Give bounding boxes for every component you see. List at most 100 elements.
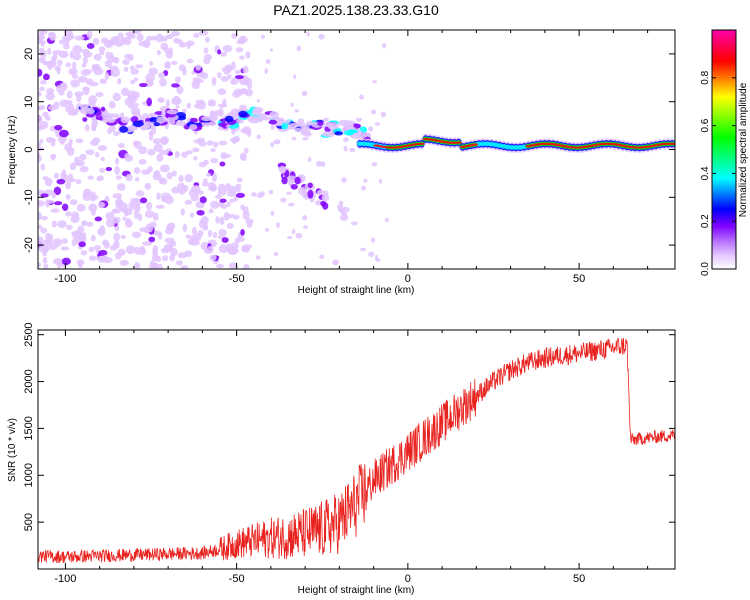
- noise-cell: [51, 220, 58, 228]
- main-band-cell: [210, 115, 219, 122]
- noise-cell: [113, 232, 121, 242]
- noise-cell: [264, 68, 268, 74]
- main-band-cell: [156, 116, 166, 124]
- noise-cell: [211, 76, 217, 86]
- noise-cell: [131, 30, 142, 35]
- noise-cell: [113, 240, 120, 249]
- main-band-cell: [317, 121, 324, 126]
- noise-cell: [54, 201, 63, 206]
- noise-cell: [242, 126, 252, 135]
- noise-cell: [243, 147, 249, 154]
- descending-feature-cell: [339, 214, 349, 221]
- noise-cell: [38, 262, 42, 268]
- noise-cell: [151, 254, 160, 262]
- noise-cell: [360, 247, 367, 252]
- noise-cell: [130, 197, 141, 203]
- noise-cell: [40, 163, 46, 171]
- noise-cell: [98, 46, 106, 53]
- noise-cell: [201, 181, 209, 187]
- noise-cell: [45, 199, 54, 204]
- noise-cell: [287, 236, 293, 240]
- noise-cell: [52, 238, 63, 247]
- noise-cell: [236, 39, 244, 45]
- noise-cell: [130, 68, 140, 75]
- noise-cell: [302, 225, 309, 229]
- noise-cell: [240, 228, 245, 236]
- noise-cell: [186, 43, 191, 50]
- noise-cell: [59, 39, 64, 45]
- noise-cell: [174, 151, 180, 158]
- main-band-cell: [288, 122, 298, 130]
- noise-cell: [38, 68, 43, 77]
- noise-cell: [269, 48, 274, 52]
- noise-cell: [57, 220, 67, 228]
- noise-cell: [160, 136, 169, 145]
- main-band-cell: [347, 129, 354, 136]
- noise-cell: [48, 31, 57, 41]
- noise-cell: [108, 100, 116, 109]
- noise-cell: [150, 35, 158, 41]
- noise-cell: [371, 162, 378, 167]
- noise-cell: [85, 149, 95, 156]
- main-band-cell: [236, 119, 245, 124]
- noise-cell: [114, 166, 120, 175]
- noise-cell: [245, 51, 251, 59]
- noise-cell: [90, 234, 96, 242]
- main-band-cell: [249, 115, 260, 122]
- noise-cell: [64, 105, 72, 113]
- main-band-cell: [166, 109, 178, 115]
- descending-feature-cell: [336, 204, 344, 210]
- descending-feature-cell: [307, 182, 313, 189]
- noise-cell: [38, 106, 43, 111]
- noise-cell: [65, 193, 71, 200]
- noise-cell: [273, 251, 279, 257]
- noise-cell: [46, 237, 53, 246]
- tone-core-cell: [418, 142, 425, 145]
- noise-cell: [132, 140, 138, 147]
- noise-cell: [146, 97, 153, 107]
- noise-cell: [138, 247, 147, 256]
- noise-cell: [67, 110, 78, 116]
- noise-cell: [145, 73, 155, 83]
- noise-cell: [131, 231, 142, 239]
- noise-cell: [65, 211, 72, 217]
- noise-cell: [38, 47, 45, 53]
- noise-cell: [152, 265, 158, 269]
- noise-cell: [264, 227, 270, 232]
- noise-cell: [203, 178, 208, 184]
- spectrogram-image: [38, 30, 675, 269]
- noise-cell: [165, 34, 174, 40]
- noise-cell: [165, 227, 174, 235]
- noise-cell: [170, 60, 178, 65]
- noise-cell: [153, 143, 163, 153]
- noise-cell: [115, 42, 123, 47]
- noise-cell: [156, 153, 164, 162]
- noise-cell: [176, 183, 185, 191]
- noise-cell: [99, 78, 108, 85]
- noise-cell: [89, 81, 99, 87]
- noise-cell: [235, 47, 244, 53]
- noise-cell: [215, 263, 225, 269]
- noise-cell: [218, 228, 227, 237]
- noise-cell: [230, 79, 239, 85]
- noise-cell: [74, 35, 85, 41]
- noise-cell: [273, 139, 281, 145]
- noise-cell: [52, 258, 63, 265]
- noise-cell: [119, 259, 129, 266]
- noise-cell: [178, 174, 184, 183]
- y-tick-label: 1000: [23, 463, 35, 487]
- noise-cell: [69, 199, 78, 206]
- noise-cell: [102, 257, 113, 264]
- noise-cell: [195, 79, 204, 84]
- noise-cell: [193, 32, 200, 38]
- chart-title: PAZ1.2025.138.23.33.G10: [273, 2, 439, 18]
- noise-cell: [260, 34, 266, 39]
- descending-feature-cell: [322, 202, 329, 210]
- noise-cell: [165, 49, 174, 59]
- noise-cell: [60, 246, 70, 251]
- noise-cell: [256, 192, 264, 199]
- noise-cell: [216, 72, 222, 79]
- noise-cell: [210, 147, 216, 153]
- descending-feature-cell: [298, 186, 307, 196]
